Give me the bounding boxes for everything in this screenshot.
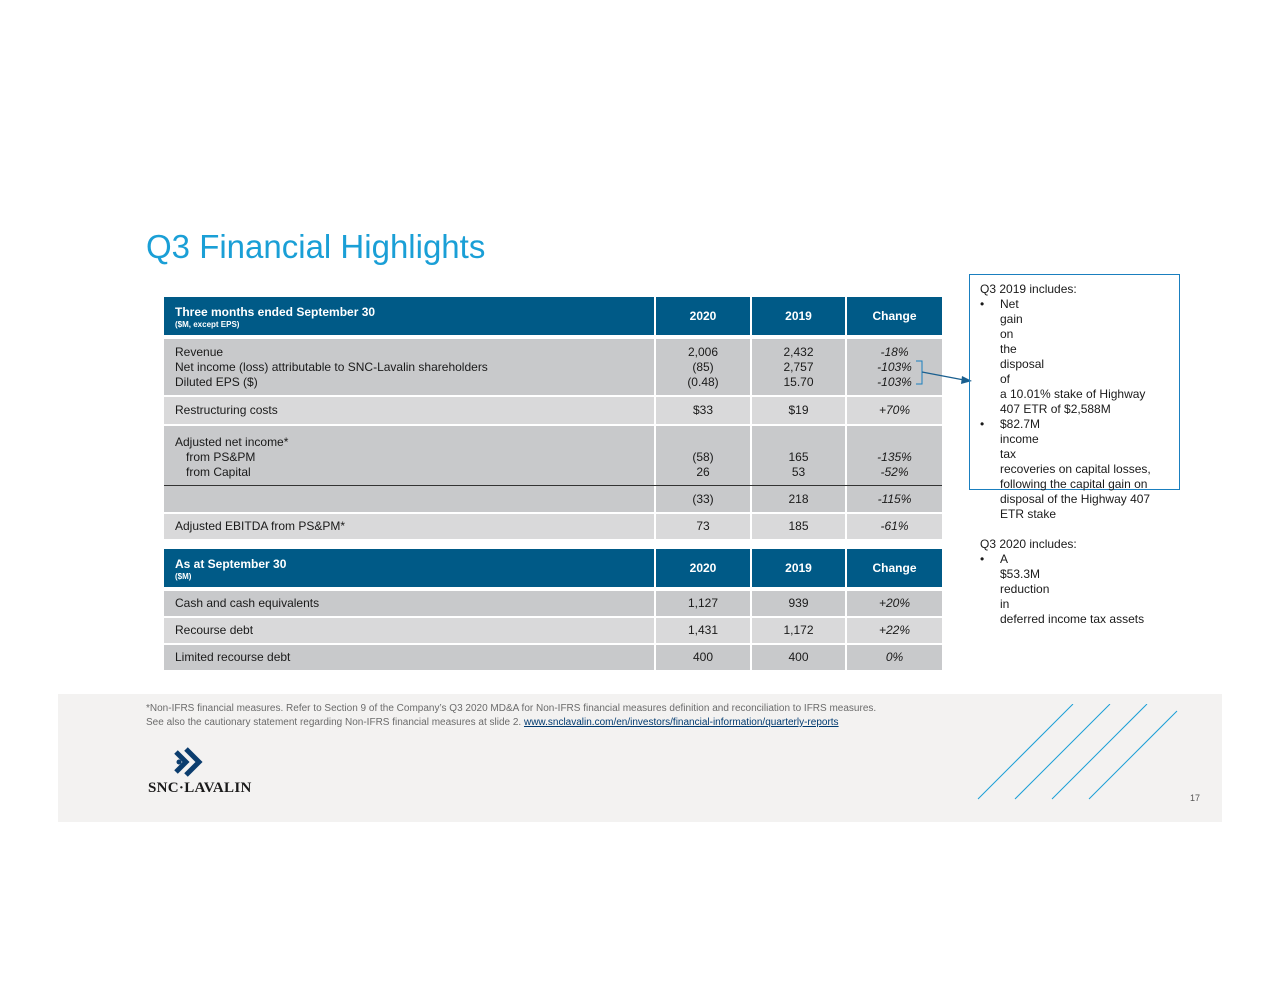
- cell-value: (58): [692, 450, 714, 464]
- note-line: $82.7M income tax: [1000, 417, 1041, 461]
- bullet-glyph: •: [980, 297, 985, 311]
- note-line: deferred income tax assets: [1000, 612, 1145, 626]
- note-bullet: • A $53.3M reduction in deferred income …: [980, 552, 1169, 627]
- table-row: Recourse debt 1,431 1,172 +22%: [164, 618, 942, 643]
- cell-value: $19: [752, 397, 847, 424]
- cell-value: (0.48): [687, 375, 719, 389]
- cell-value: $33: [656, 397, 752, 424]
- cell-value: 185: [752, 514, 847, 539]
- note-line: ETR stake: [1000, 507, 1057, 521]
- cell-change: -103%: [877, 375, 912, 389]
- cell-change: -135%: [877, 450, 912, 464]
- financial-table-balance: As at September 30 ($M) 2020 2019 Change…: [164, 549, 942, 670]
- note-line: recoveries on capital losses,: [1000, 462, 1151, 476]
- footnote-line-2: See also the cautionary statement regard…: [146, 717, 524, 728]
- cell-value: 2,006: [687, 345, 719, 359]
- header-col-2020: 2020: [656, 549, 752, 587]
- row-label-from-pspm: from PS&PM: [186, 450, 256, 464]
- table-group-income: Revenue Net income (loss) attributable t…: [164, 339, 942, 395]
- cell-value: 400: [752, 645, 847, 670]
- cell-change: +70%: [847, 397, 942, 424]
- page-title: Q3 Financial Highlights: [146, 228, 486, 265]
- table-row: Restructuring costs $33 $19 +70%: [164, 397, 942, 424]
- cell-value: 73: [656, 514, 752, 539]
- row-label-from-capital: from Capital: [186, 465, 251, 479]
- footer: *Non-IFRS financial measures. Refer to S…: [58, 694, 1222, 822]
- note-bullet: • $82.7M income tax recoveries on capita…: [980, 417, 1169, 522]
- logo-wordmark: SNC·LAVALIN: [148, 780, 252, 796]
- cell-change: -18%: [880, 345, 909, 359]
- quarterly-reports-link[interactable]: www.snclavalin.com/en/investors/financia…: [523, 717, 839, 728]
- cell-change: -61%: [847, 514, 942, 539]
- cell-value: 26: [696, 465, 710, 479]
- table-header: Three months ended September 30 ($M, exc…: [164, 297, 942, 335]
- row-label-total: [164, 486, 656, 512]
- cell-value: (85): [692, 360, 714, 374]
- footnote-line-1: *Non-IFRS financial measures. Refer to S…: [146, 703, 877, 714]
- row-label-net-income: Net income (loss) attributable to SNC-La…: [175, 360, 488, 374]
- note-line: A $53.3M reduction in: [1000, 552, 1050, 611]
- note-line: Net gain on the disposal of: [1000, 297, 1045, 386]
- header-col-change: Change: [847, 297, 942, 335]
- cell-value: 53: [791, 465, 806, 479]
- table-row: Limited recourse debt 400 400 0%: [164, 645, 942, 670]
- table-row-total: (33) 218 -115%: [164, 485, 942, 512]
- note-line: a 10.01% stake of Highway: [1000, 387, 1146, 401]
- row-label-adjusted-net-income: Adjusted net income*: [175, 435, 289, 449]
- cell-change: -103%: [877, 360, 912, 374]
- cell-value: 2,757: [783, 360, 814, 374]
- header-col-2020: 2020: [656, 297, 752, 335]
- row-label-restructuring: Restructuring costs: [164, 397, 656, 424]
- cell-value: 1,431: [656, 618, 752, 643]
- header-sublabel: ($M): [175, 572, 192, 581]
- row-label-ebitda: Adjusted EBITDA from PS&PM*: [164, 514, 656, 539]
- table-header: As at September 30 ($M) 2020 2019 Change: [164, 549, 942, 587]
- table-group-adjusted: Adjusted net income* from PS&PM from Cap…: [164, 426, 942, 485]
- snc-lavalin-logo-icon: [174, 747, 203, 777]
- cell-change: -115%: [847, 486, 942, 512]
- cell-value: (33): [656, 486, 752, 512]
- header-col-2019: 2019: [752, 297, 847, 335]
- note-line: disposal of the Highway 407: [1000, 492, 1151, 506]
- cell-value: 1,127: [656, 591, 752, 616]
- note-q3-2020-title: Q3 2020 includes:: [980, 537, 1077, 551]
- financial-table-quarter: Three months ended September 30 ($M, exc…: [164, 297, 942, 539]
- row-label-cash: Cash and cash equivalents: [164, 591, 656, 616]
- cell-change: -52%: [880, 465, 909, 479]
- header-label: As at September 30: [175, 557, 287, 571]
- footnote: *Non-IFRS financial measures. Refer to S…: [146, 702, 876, 730]
- cell-change: 0%: [847, 645, 942, 670]
- row-label-limited-recourse-debt: Limited recourse debt: [164, 645, 656, 670]
- page-number: 17: [1189, 793, 1200, 803]
- cell-change: +22%: [847, 618, 942, 643]
- row-label-revenue: Revenue: [175, 345, 224, 359]
- cell-value: 218: [752, 486, 847, 512]
- cell-value: 165: [788, 450, 809, 464]
- header-col-change: Change: [847, 549, 942, 587]
- note-line: following the capital gain on: [1000, 477, 1148, 491]
- cell-value: 2,432: [783, 345, 814, 359]
- bullet-glyph: •: [980, 417, 985, 431]
- notes-callout: Q3 2019 includes: • Net gain on the disp…: [969, 274, 1180, 626]
- note-bullet: • Net gain on the disposal of a 10.01% s…: [980, 297, 1169, 417]
- bullet-glyph: •: [980, 552, 985, 566]
- row-label-recourse-debt: Recourse debt: [164, 618, 656, 643]
- row-label-eps: Diluted EPS ($): [175, 375, 258, 389]
- header-sublabel: ($M, except EPS): [175, 320, 240, 329]
- note-line: 407 ETR of $2,588M: [1000, 402, 1111, 416]
- note-q3-2019-title: Q3 2019 includes:: [980, 282, 1077, 296]
- table-row: Adjusted EBITDA from PS&PM* 73 185 -61%: [164, 514, 942, 539]
- header-label: Three months ended September 30: [175, 305, 376, 319]
- cell-value: 939: [752, 591, 847, 616]
- table-row: Cash and cash equivalents 1,127 939 +20%: [164, 591, 942, 616]
- cell-value: 400: [656, 645, 752, 670]
- cell-change: +20%: [847, 591, 942, 616]
- decorative-stripes-icon: [977, 704, 1178, 800]
- cell-value: 1,172: [752, 618, 847, 643]
- bracket-arrow-icon: [916, 360, 972, 385]
- cell-value: 15.70: [783, 375, 814, 389]
- header-col-2019: 2019: [752, 549, 847, 587]
